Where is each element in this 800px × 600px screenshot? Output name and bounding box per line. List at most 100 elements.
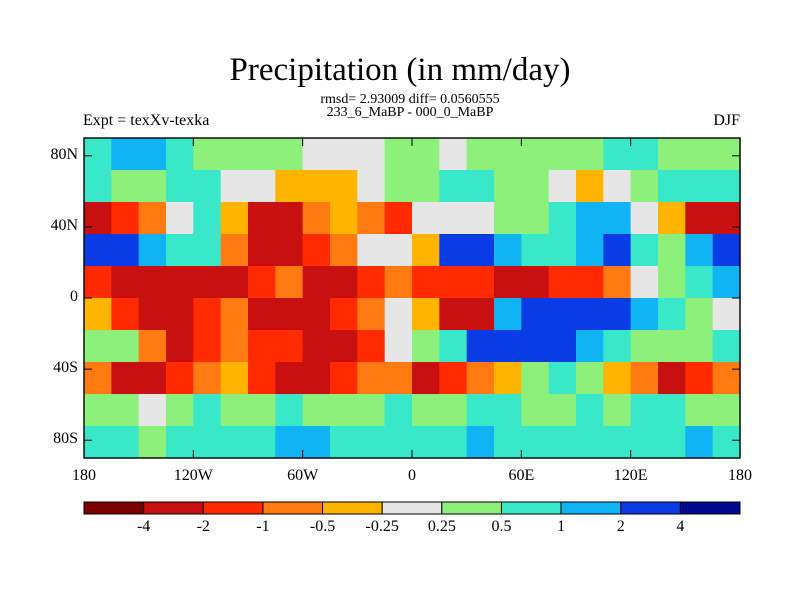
heatmap-cell (275, 394, 304, 427)
heatmap-cell (548, 298, 577, 331)
heatmap-cell (712, 202, 741, 235)
colorbar-label: -4 (136, 518, 151, 535)
heatmap-cell (138, 362, 167, 395)
heatmap-cell (548, 234, 577, 267)
heatmap-cell (439, 266, 468, 299)
heatmap-cell (166, 362, 194, 395)
colorbar-label: -0.5 (309, 518, 336, 535)
heatmap-cell (658, 138, 686, 171)
heatmap-cell (138, 202, 167, 235)
colorbar-swatch (441, 501, 502, 515)
heatmap-cell (658, 170, 686, 203)
heatmap-cell (248, 426, 276, 459)
heatmap-cell (357, 266, 386, 299)
heatmap-cell (220, 234, 249, 267)
heatmap-cell (330, 234, 358, 267)
heatmap-cell (357, 394, 386, 427)
heatmap-cell (330, 170, 358, 203)
heatmap-cell (138, 234, 167, 267)
heatmap-cell (248, 234, 276, 267)
heatmap-cell (439, 426, 468, 459)
heatmap-cell (521, 202, 550, 235)
heatmap-cell (630, 298, 659, 331)
heatmap-cell (220, 266, 249, 299)
heatmap-cell (220, 298, 249, 331)
heatmap-cell (357, 362, 386, 395)
heatmap-cell (166, 138, 194, 171)
heatmap-cell (357, 330, 386, 363)
x-tick-label: 60E (508, 467, 535, 484)
heatmap-cell (275, 330, 304, 363)
heatmap-cell (84, 234, 112, 267)
heatmap-cell (111, 298, 140, 331)
heatmap-cell (412, 362, 440, 395)
heatmap-cell (275, 266, 304, 299)
heatmap-cell (412, 138, 440, 171)
experiment-label: Expt = texXv-texka (83, 112, 210, 129)
heatmap-cell (384, 426, 413, 459)
heatmap-cell (275, 170, 304, 203)
heatmap-cell (658, 298, 686, 331)
season-label: DJF (713, 112, 740, 129)
heatmap-cell (84, 362, 112, 395)
colorbar-label: 0.25 (427, 518, 456, 535)
heatmap-cell (193, 234, 222, 267)
heatmap-cell (439, 330, 468, 363)
heatmap-cell (111, 362, 140, 395)
colorbar-swatch (83, 501, 145, 515)
y-tick-label: 0 (70, 288, 78, 305)
heatmap-cell (330, 426, 358, 459)
heatmap-cell (220, 394, 249, 427)
heatmap-cell (220, 330, 249, 363)
heatmap-cell (658, 394, 686, 427)
y-tick-label: 80N (50, 145, 78, 163)
heatmap-cell (193, 362, 222, 395)
heatmap-cell (658, 234, 686, 267)
heatmap-cell (302, 234, 331, 267)
heatmap-cell (412, 298, 440, 331)
heatmap-cell (330, 362, 358, 395)
heatmap-cell (630, 426, 659, 459)
heatmap-cell (521, 426, 550, 459)
heatmap-cell (275, 202, 304, 235)
plot-title: Precipitation (in mm/day) (229, 52, 571, 88)
heatmap-cell (466, 330, 495, 363)
heatmap-cell (412, 266, 440, 299)
colorbar-swatch (679, 501, 741, 515)
heatmap-cell (521, 138, 550, 171)
heatmap-cell (166, 234, 194, 267)
heatmap-cell (658, 202, 686, 235)
heatmap-cell (521, 234, 550, 267)
heatmap-cell (576, 330, 604, 363)
heatmap-cell (330, 394, 358, 427)
heatmap-cell (302, 138, 331, 171)
heatmap-cell (712, 330, 741, 363)
heatmap-cell (494, 170, 522, 203)
stats-experiment-difference: 233_6_MaBP - 000_0_MaBP (326, 105, 494, 120)
colorbar-swatch (500, 501, 562, 515)
heatmap-cell (466, 426, 495, 459)
heatmap-cell (193, 266, 222, 299)
heatmap-cell (111, 330, 140, 363)
colorbar-swatch (560, 501, 622, 515)
colorbar-label: -0.25 (365, 518, 399, 535)
heatmap-cell (494, 234, 522, 267)
heatmap-cell (384, 138, 413, 171)
heatmap-cell (357, 298, 386, 331)
heatmap-cell (494, 138, 522, 171)
colorbar-label: -1 (256, 518, 270, 535)
heatmap-cell (658, 266, 686, 299)
heatmap-cell (521, 330, 550, 363)
heatmap-cell (521, 298, 550, 331)
heatmap-cell (138, 330, 167, 363)
heatmap-cell (84, 138, 112, 171)
heatmap-cell (412, 426, 440, 459)
heatmap-cell (384, 202, 413, 235)
heatmap-cell (576, 202, 604, 235)
heatmap-cell (248, 394, 276, 427)
heatmap-cell (630, 234, 659, 267)
heatmap-cell (84, 426, 112, 459)
colorbar-swatch (262, 501, 324, 515)
heatmap-cell (603, 330, 632, 363)
heatmap-cell (138, 138, 167, 171)
